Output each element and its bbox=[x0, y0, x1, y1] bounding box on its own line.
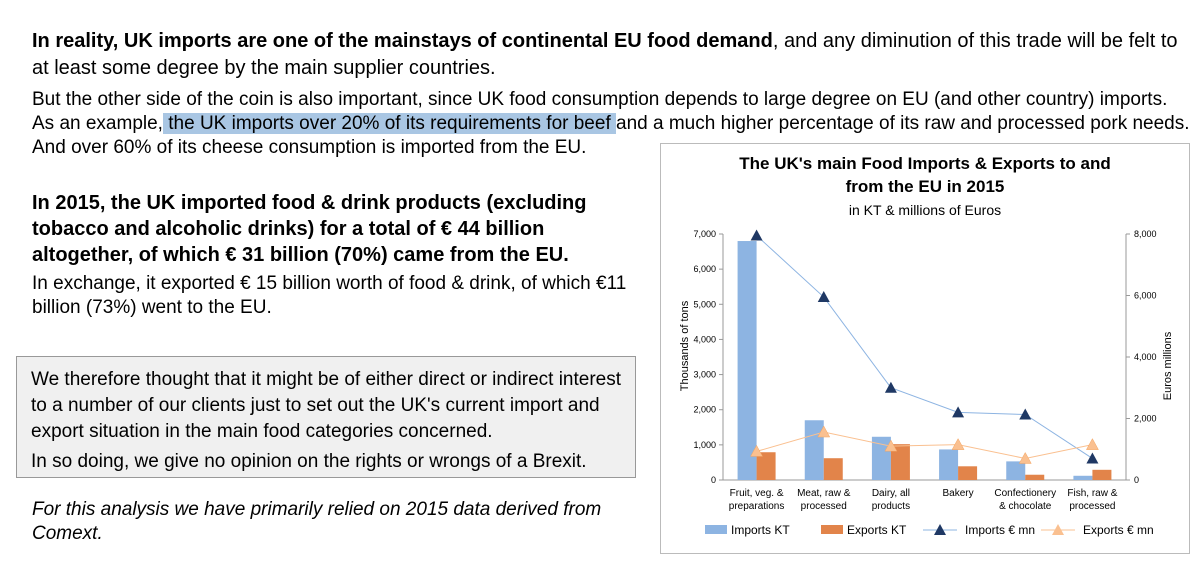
bar-imports-kt bbox=[1073, 475, 1093, 480]
point-imports-eur bbox=[952, 406, 965, 418]
legend-swatch-exports-kt bbox=[821, 525, 843, 534]
y-tick-label: 1,000 bbox=[693, 440, 716, 450]
cheese-text: And over 60% of its cheese consumption i… bbox=[32, 137, 587, 158]
highlighted-text: the UK imports over 20% of its requireme… bbox=[162, 113, 616, 134]
brexit-disclaimer: In so doing, we give no opinion on the r… bbox=[31, 451, 587, 472]
x-tick-label: Fish, raw & bbox=[1067, 488, 1117, 499]
legend-swatch-imports-kt bbox=[705, 525, 727, 534]
x-tick-label: & chocolate bbox=[999, 501, 1052, 512]
legend-label-exports-mn: Exports € mn bbox=[1083, 523, 1154, 537]
x-tick-label: Bakery bbox=[943, 488, 974, 499]
x-tick-label: Fruit, veg. & bbox=[730, 488, 784, 499]
point-imports-eur bbox=[1019, 408, 1032, 420]
legend-label-imports-kt: Imports KT bbox=[731, 523, 790, 537]
x-tick-label: Confectionery bbox=[994, 488, 1056, 499]
note-box: We therefore thought that it might be of… bbox=[16, 356, 636, 478]
legend-label-imports-mn: Imports € mn bbox=[965, 523, 1035, 537]
chart-title-line2: from the EU in 2015 bbox=[846, 177, 1005, 196]
exports-summary: In exchange, it exported € 15 billion wo… bbox=[32, 273, 627, 318]
note-paragraph: We therefore thought that it might be of… bbox=[31, 369, 622, 442]
line-imports-eur bbox=[756, 235, 1093, 459]
bar-imports-kt bbox=[939, 449, 959, 480]
point-exports-eur bbox=[817, 425, 831, 438]
intro-bold-text: In reality, UK imports are one of the ma… bbox=[32, 30, 773, 52]
beef-text-b: and a much higher percentage of its raw … bbox=[616, 113, 1190, 134]
point-exports-eur bbox=[750, 444, 764, 457]
y-axis-label: Thousands of tons bbox=[679, 300, 691, 391]
point-imports-eur bbox=[817, 291, 830, 303]
point-imports-eur bbox=[884, 381, 897, 393]
beef-paragraph: But the other side of the coin is also i… bbox=[32, 88, 1192, 160]
point-exports-eur bbox=[884, 439, 898, 452]
x-tick-label: processed bbox=[801, 501, 847, 512]
intro-paragraph: In reality, UK imports are one of the ma… bbox=[32, 28, 1182, 82]
x-tick-label: Meat, raw & bbox=[797, 488, 851, 499]
legend-marker-exports-mn bbox=[1052, 524, 1064, 535]
y2-tick-label: 6,000 bbox=[1134, 291, 1157, 301]
imports-summary: In 2015, the UK imported food & drink pr… bbox=[32, 192, 587, 266]
legend-label-exports-kt: Exports KT bbox=[847, 523, 907, 537]
legend-marker-imports-mn bbox=[934, 524, 946, 535]
bar-exports-kt bbox=[1092, 469, 1112, 480]
y2-tick-label: 8,000 bbox=[1134, 229, 1157, 239]
x-tick-label: preparations bbox=[729, 501, 785, 512]
chart-subtitle: in KT & millions of Euros bbox=[849, 202, 1001, 218]
point-imports-eur bbox=[1086, 452, 1099, 464]
x-tick-label: Dairy, all bbox=[872, 488, 910, 499]
beef-text-a: But the other side of the coin is also i… bbox=[32, 89, 1168, 134]
point-exports-eur bbox=[1018, 451, 1032, 464]
bar-exports-kt bbox=[756, 452, 776, 480]
bar-imports-kt bbox=[871, 436, 891, 480]
bar-exports-kt bbox=[890, 444, 910, 480]
y-tick-label: 4,000 bbox=[693, 334, 716, 344]
y-tick-label: 7,000 bbox=[693, 229, 716, 239]
bar-exports-kt bbox=[1025, 474, 1045, 480]
y2-tick-label: 0 bbox=[1134, 475, 1139, 485]
x-tick-label: processed bbox=[1069, 501, 1115, 512]
point-imports-eur bbox=[750, 229, 763, 241]
y2-tick-label: 2,000 bbox=[1134, 414, 1157, 424]
bar-imports-kt bbox=[804, 420, 824, 480]
chart-title-line1: The UK's main Food Imports & Exports to … bbox=[739, 154, 1110, 173]
y2-tick-label: 4,000 bbox=[1134, 352, 1157, 362]
y2-axis-label: Euros millions bbox=[1162, 331, 1174, 400]
chart: The UK's main Food Imports & Exports to … bbox=[679, 154, 1174, 537]
x-tick-label: products bbox=[872, 501, 910, 512]
line-exports-eur bbox=[756, 431, 1093, 459]
point-exports-eur bbox=[1085, 438, 1099, 450]
bar-imports-kt bbox=[737, 241, 757, 480]
bar-exports-kt bbox=[823, 458, 843, 480]
source-note: For this analysis we have primarily reli… bbox=[32, 499, 602, 544]
point-exports-eur bbox=[951, 438, 965, 450]
y-tick-label: 5,000 bbox=[693, 299, 716, 309]
bar-imports-kt bbox=[1006, 461, 1026, 480]
y-tick-label: 6,000 bbox=[693, 264, 716, 274]
intro-rest-text: , and any diminution of this trade will … bbox=[32, 30, 1178, 79]
chart-frame: The UK's main Food Imports & Exports to … bbox=[660, 143, 1190, 554]
y-tick-label: 3,000 bbox=[693, 370, 716, 380]
y-tick-label: 0 bbox=[711, 475, 716, 485]
y-tick-label: 2,000 bbox=[693, 405, 716, 415]
bar-exports-kt bbox=[958, 466, 978, 480]
